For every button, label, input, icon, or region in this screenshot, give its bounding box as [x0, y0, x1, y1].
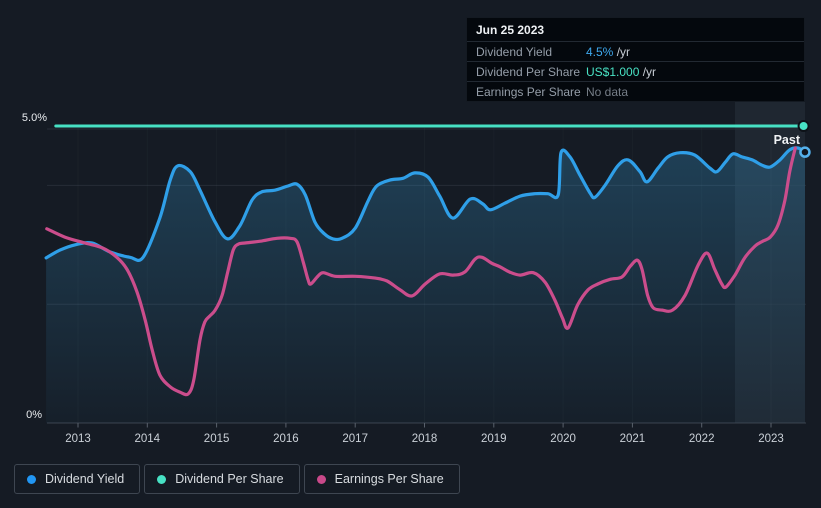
x-axis: 2013 2014 2015 2016 2017 2018 2019 2020 2021 2022…: [65, 423, 784, 445]
earnings-per-share-line: [45, 146, 797, 397]
x-tick-label: 2023: [758, 433, 784, 445]
legend-item-dividend-yield[interactable]: Dividend Yield: [14, 464, 141, 494]
dividend-per-share-swatch: [157, 474, 167, 484]
tooltip-row-dividend-yield: Dividend Yield 4.5% /yr: [467, 42, 804, 62]
x-tick-label: 2020: [550, 433, 576, 445]
legend-label: Earnings Per Share: [334, 472, 444, 486]
tooltip-label: Earnings Per Share: [476, 84, 581, 99]
dividend-per-share-value: US$1.000: [586, 64, 640, 79]
tooltip-label: Dividend Yield: [476, 44, 553, 59]
x-tick-label: 2017: [342, 433, 368, 445]
x-tick-label: 2014: [135, 433, 161, 445]
dividend-yield-value: 4.5%: [586, 44, 614, 59]
x-tick-label: 2015: [204, 433, 230, 445]
legend-item-dividend-per-share[interactable]: Dividend Per Share: [144, 464, 300, 494]
tooltip-label: Dividend Per Share: [476, 64, 581, 79]
x-tick-label: 2022: [689, 433, 715, 445]
y-axis-label: 5.0%: [22, 112, 47, 124]
x-tick-label: 2019: [481, 433, 507, 445]
tooltip-row-earnings-per-share: Earnings Per Share No data: [467, 82, 804, 101]
earnings-per-share-value: No data: [586, 84, 629, 99]
tooltip-row-dividend-per-share: Dividend Per Share US$1.000 /yr: [467, 62, 804, 82]
earnings-per-share-swatch: [316, 474, 326, 484]
dividend-yield-swatch: [27, 474, 36, 484]
legend-label: Dividend Yield: [45, 472, 125, 486]
series-lines: [44, 124, 807, 397]
past-label: Past: [774, 133, 801, 147]
x-tick-label: 2013: [65, 433, 91, 445]
value-suffix: /yr: [613, 44, 631, 59]
legend-item-earnings-per-share[interactable]: Earnings Per Share: [303, 464, 460, 494]
value-suffix: /yr: [639, 64, 657, 79]
chart-tooltip: Jun 25 2023 Dividend Yield 4.5% /yr Divi…: [466, 17, 805, 102]
legend-label: Dividend Per Share: [175, 472, 284, 486]
dividend-per-share-end-dot: [797, 120, 810, 132]
tooltip-date: Jun 25 2023: [467, 18, 804, 42]
dividend-yield-end-marker: [799, 146, 811, 158]
x-tick-label: 2018: [412, 433, 438, 445]
x-tick-label: 2021: [620, 433, 646, 445]
x-tick-label: 2016: [273, 433, 299, 445]
dividend-yield-line: [44, 146, 807, 262]
y-axis-label: 0%: [26, 409, 42, 421]
chart-legend: Dividend Yield Dividend Per Share Earnin…: [14, 464, 460, 494]
series-markers: [797, 120, 811, 158]
